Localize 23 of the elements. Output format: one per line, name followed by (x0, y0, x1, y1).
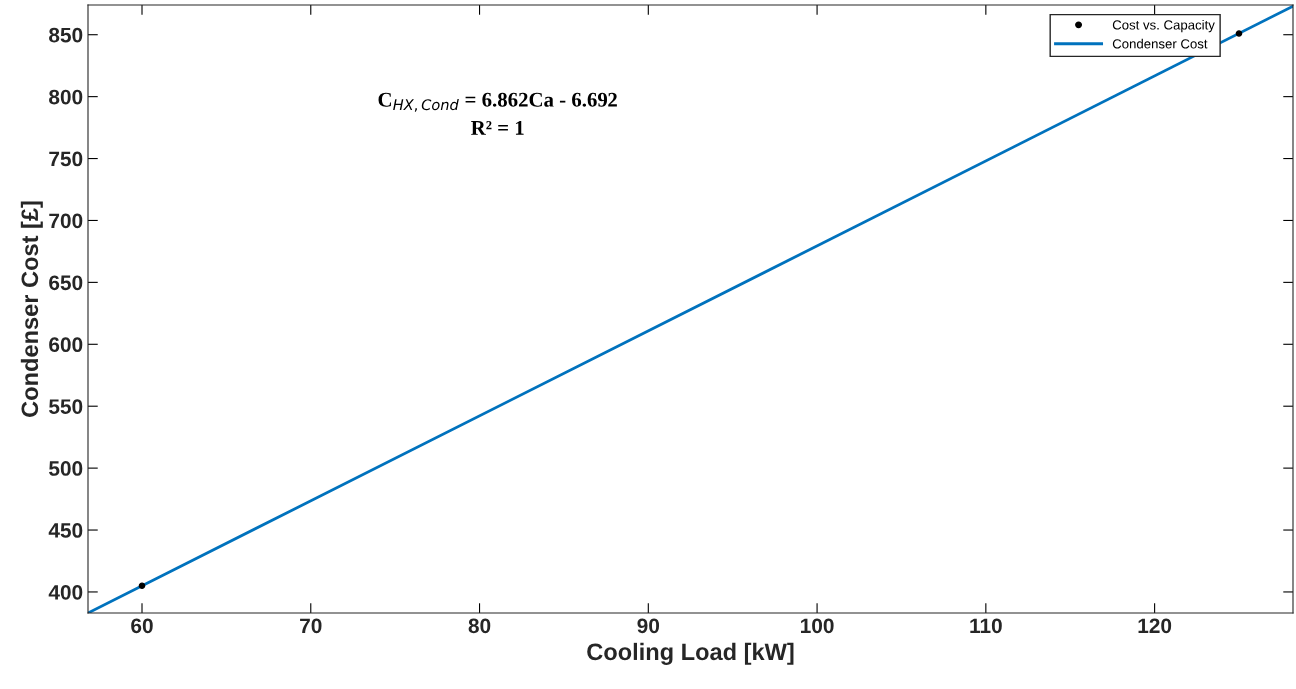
x-tick-label: 80 (468, 618, 491, 634)
y-tick-label: 750 (49, 151, 83, 167)
y-tick-label: 550 (49, 399, 83, 414)
y-tick-label: 650 (49, 275, 83, 291)
y-tick-label: 800 (49, 89, 83, 105)
legend-label: Cost vs. Capacity (1112, 19, 1215, 33)
y-axis-title: Condenser Cost [£] (20, 201, 43, 417)
x-tick-label: 90 (637, 618, 660, 634)
y-tick-label: 700 (49, 213, 83, 229)
x-tick-label: 70 (300, 618, 322, 634)
legend-label: Condenser Cost (1112, 38, 1208, 49)
y-tick-label: 500 (49, 461, 83, 476)
annotation: R² = 1 (471, 120, 524, 135)
y-tick-label: 600 (49, 337, 83, 353)
y-tick-label: 450 (48, 523, 83, 538)
x-tick-label: 60 (131, 618, 153, 634)
x-tick-label: 110 (970, 618, 1002, 634)
x-axis-title: Cooling Load [kW] (587, 642, 794, 665)
x-tick-label: 120 (1138, 618, 1172, 634)
y-tick-label: 850 (49, 27, 83, 43)
x-tick-label: 100 (801, 618, 834, 634)
annotation: C$_{HX,Cond}$ = 6.862Ca - 6.692 (378, 92, 617, 112)
y-tick-label: 400 (48, 584, 83, 600)
